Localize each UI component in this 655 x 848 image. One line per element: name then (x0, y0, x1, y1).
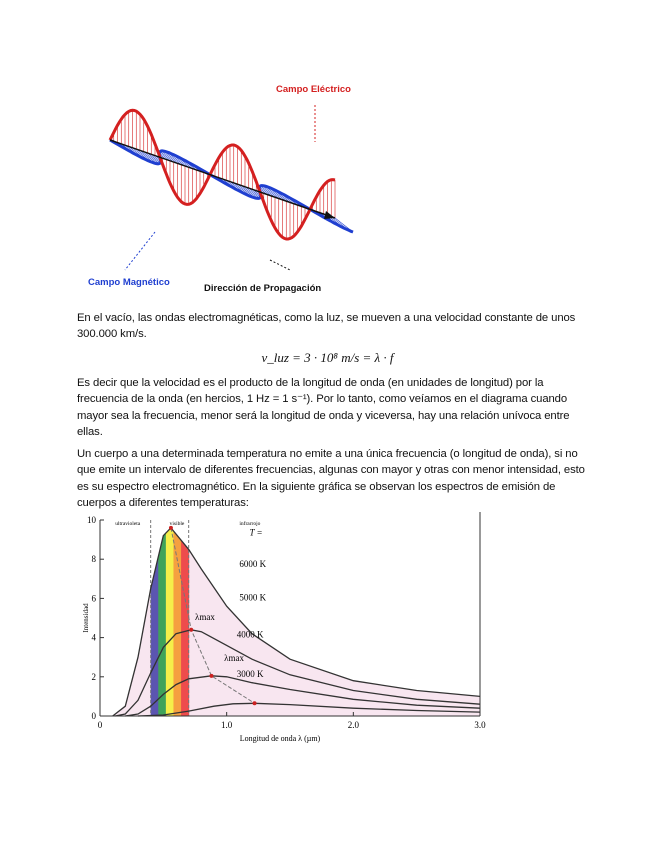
curve-fill (112, 527, 480, 716)
spectrum-band (150, 527, 159, 716)
y-tick-label: 6 (92, 593, 97, 603)
spectrum-band (181, 527, 190, 716)
curve-5000K (115, 629, 481, 717)
y-tick-label: 8 (92, 554, 97, 564)
peak-point (209, 673, 214, 678)
magnetic-hatch (261, 185, 279, 199)
arrow-head-icon (324, 211, 335, 219)
y-tick-label: 10 (87, 515, 97, 525)
lambda-max-label: λmax (224, 653, 244, 663)
region-label: ultravioleta (115, 521, 141, 527)
electric-field-label: Campo Eléctrico (276, 84, 351, 95)
x-tick-label: 0 (98, 720, 103, 730)
series-label: 3000 K (237, 669, 264, 679)
magnetic-field-label: Campo Magnético (88, 277, 170, 288)
propagation-axis (109, 139, 336, 219)
wien-line (170, 527, 255, 704)
paragraph-2: Es decir que la velocidad es el producto… (77, 377, 570, 438)
electric-wave (108, 108, 336, 241)
x-axis-label: Longitud de onda λ (µm) (240, 734, 321, 743)
propagation-arrow-icon (269, 259, 291, 271)
spectrum-band (158, 527, 167, 716)
region-label: visible (170, 521, 185, 527)
series-label: 5000 K (239, 592, 266, 602)
magnetic-hatch (139, 150, 158, 164)
magnetic-hatch (161, 150, 178, 164)
propagation-label: Dirección de Propagación (204, 283, 322, 294)
magnetic-hatch (244, 186, 260, 199)
x-tick-label: 3.0 (474, 720, 486, 730)
curve-3000K (137, 702, 481, 717)
spectrum-band (165, 527, 174, 716)
magnetic-wave (109, 138, 354, 234)
lambda-max-label: λmax (195, 612, 215, 622)
magnetic-hatch (143, 151, 160, 164)
magnetic-hatch (147, 152, 161, 164)
blackbody-chart: ultravioleta visible infrarrojo 6000 K 5000 … (82, 512, 486, 743)
magnetic-hatch (241, 185, 259, 199)
paragraph-3: Un cuerpo a una determinada temperatura … (77, 448, 585, 509)
peak-point (252, 701, 257, 706)
magnetic-hatch (159, 151, 174, 163)
em-wave-figure (108, 105, 354, 271)
paragraph-1: En el vacío, las ondas electromagnéticas… (77, 312, 576, 341)
series-label: 4000 K (237, 630, 264, 640)
equation: v_luz = 3 · 10⁸ m/s = λ · f (261, 350, 394, 365)
x-tick-label: 1.0 (221, 720, 233, 730)
y-tick-label: 2 (92, 672, 97, 682)
y-tick-label: 4 (92, 633, 97, 643)
curve-6000K (112, 526, 481, 717)
region-label: infrarrojo (239, 520, 260, 527)
spectrum-band (173, 527, 182, 716)
y-axis-label: Intensidad (82, 603, 90, 633)
em-wave-drawing (108, 108, 354, 241)
temperature-label: T = (249, 528, 262, 538)
y-tick-label: 0 (92, 711, 97, 721)
peak-point (168, 525, 173, 530)
magnetic-hatch (259, 186, 272, 197)
magnetic-hatch (260, 185, 276, 198)
magnetic-hatch (248, 187, 261, 198)
magnetic-arrow-icon (124, 231, 156, 271)
x-tick-label: 2.0 (348, 720, 360, 730)
peak-point (189, 627, 194, 632)
series-label: 6000 K (239, 559, 266, 569)
